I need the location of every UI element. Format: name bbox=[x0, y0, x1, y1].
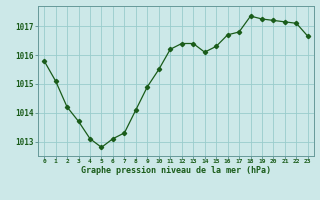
X-axis label: Graphe pression niveau de la mer (hPa): Graphe pression niveau de la mer (hPa) bbox=[81, 166, 271, 175]
